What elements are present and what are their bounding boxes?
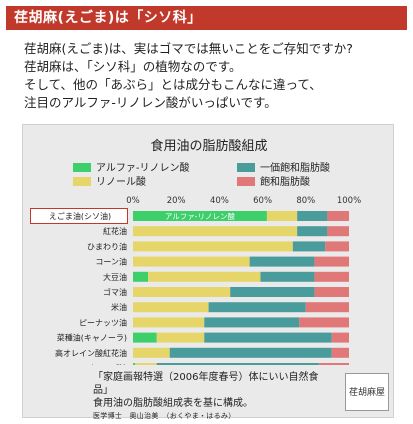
x-tick-label: 100% xyxy=(337,196,361,206)
bar-segment xyxy=(327,211,349,221)
highlight-box xyxy=(30,208,128,224)
bar-segment xyxy=(156,363,319,365)
x-tick-label: 60% xyxy=(253,196,272,206)
bar-segment xyxy=(327,226,349,237)
bar-segment xyxy=(230,287,315,297)
bar-segment xyxy=(169,347,332,358)
category-label: 紅花油 xyxy=(103,226,127,236)
legend-item-monounsaturated: 一価飽和脂肪酸 xyxy=(237,159,330,174)
bar-segment xyxy=(331,347,349,358)
legend-swatch xyxy=(237,177,255,186)
category-label: 高オレイン酸紅花油 xyxy=(55,348,127,358)
category-label: コーン油 xyxy=(95,257,127,267)
bar-segment xyxy=(133,241,293,252)
bar-segment xyxy=(133,317,205,328)
section-header: 荏胡麻(えごま)は「シソ科」 xyxy=(6,6,407,30)
bar-segment xyxy=(331,332,349,343)
section-title: 荏胡麻(えごま)は「シソ科」 xyxy=(14,10,202,26)
legend-label: 飽和脂肪酸 xyxy=(260,177,310,188)
bar-segment xyxy=(299,317,349,328)
bar-segment xyxy=(204,332,332,343)
legend-item-saturated: 飽和脂肪酸 xyxy=(237,173,310,188)
x-tick-label: 0% xyxy=(126,196,140,206)
legend-swatch xyxy=(73,177,91,186)
bar-segment xyxy=(133,271,149,282)
bar-segment xyxy=(260,271,315,282)
intro-line: 荏胡麻(えごま)は、実はゴマでは無いことをご存知ですか? xyxy=(24,41,353,56)
intro-line: 荏胡麻は、「シソ科」の植物なのです。 xyxy=(24,59,242,74)
source-note: 「家庭画報特選（2006年度春号）体にいい自然食品」 食用油の脂肪酸組成表を基に… xyxy=(93,371,333,423)
intro-text: 荏胡麻(えごま)は、実はゴマでは無いことをご存知ですか? 荏胡麻は、「シソ科」の… xyxy=(24,40,404,112)
legend-label: 一価飽和脂肪酸 xyxy=(260,163,330,174)
bar-segment xyxy=(297,211,328,221)
bar-segment xyxy=(292,241,326,252)
x-tick-label: 40% xyxy=(210,196,229,206)
bar-segment xyxy=(208,302,306,313)
legend-swatch xyxy=(237,163,255,172)
fatty-acid-chart: 0% 20% 40% 60% 80% 100% えごま油(シソ油) 紅花油ひまわり油コーン油大… xyxy=(49,196,361,365)
legend-label: アルファ-リノレン酸 xyxy=(96,163,190,174)
bar-annotation: アルファ-リノレン酸 xyxy=(165,211,236,221)
bar-segment xyxy=(133,302,209,313)
category-label: ピーナッツ油 xyxy=(79,317,127,327)
bar-segment xyxy=(148,271,261,282)
bar-segment xyxy=(314,271,349,282)
bar-segment xyxy=(133,256,250,267)
bar-segment xyxy=(133,287,231,297)
category-label: えごま油(シソ油) xyxy=(49,211,111,221)
bar-segment xyxy=(204,317,300,328)
bar-segment xyxy=(266,211,298,221)
chart-title: 食用油の脂肪酸組成 xyxy=(150,139,268,154)
bar-segment xyxy=(133,332,157,343)
brand-stamp-text: 荏胡麻屋 xyxy=(348,388,385,398)
brand-stamp: 荏胡麻屋 xyxy=(345,373,389,411)
category-label: オリーブ油 xyxy=(87,363,127,365)
legend-label: リノール酸 xyxy=(96,177,146,188)
bar-segment xyxy=(305,302,349,313)
bar-segment xyxy=(314,256,349,267)
category-label: 菜種油(キャノーラ) xyxy=(57,333,127,343)
x-tick-label: 20% xyxy=(167,196,186,206)
bar-segment xyxy=(314,287,349,297)
bar-segment xyxy=(318,363,349,365)
legend-item-alpha-linolenic: アルファ-リノレン酸 xyxy=(73,159,190,174)
x-tick-label: 80% xyxy=(296,196,315,206)
bar-segment xyxy=(156,332,205,343)
category-label: ひまわり油 xyxy=(87,241,127,251)
category-label: 大豆油 xyxy=(103,272,127,282)
bar-segment xyxy=(135,363,157,365)
legend-swatch xyxy=(73,163,91,172)
bar-segment xyxy=(133,363,136,365)
intro-line: そして、他の「あぶら」とは成分もこんなに違って、 xyxy=(24,77,322,92)
legend-item-linoleic: リノール酸 xyxy=(73,173,146,188)
bar-segment xyxy=(133,211,267,221)
intro-line: 注目のアルファ-リノレン酸がいっぱいです。 xyxy=(24,95,277,110)
bar-segment xyxy=(249,256,315,267)
bar-segment xyxy=(325,241,349,252)
source-line: 食用油の脂肪酸組成表を基に構成。 xyxy=(93,398,253,409)
category-label: 米油 xyxy=(111,302,127,312)
source-line: 「家庭画報特選（2006年度春号）体にいい自然食品」 xyxy=(93,372,319,396)
bar-segment xyxy=(133,347,170,358)
source-author: 医学博士 奥山治美 （おくやま・はるみ） xyxy=(93,412,236,420)
bar-segment xyxy=(133,226,298,237)
chart-panel: 食用油の脂肪酸組成 アルファ-リノレン酸 リノール酸 一価飽和脂肪酸 飽和脂肪酸… xyxy=(22,124,394,420)
bar-segment xyxy=(297,226,328,237)
category-label: ゴマ油 xyxy=(103,287,127,297)
